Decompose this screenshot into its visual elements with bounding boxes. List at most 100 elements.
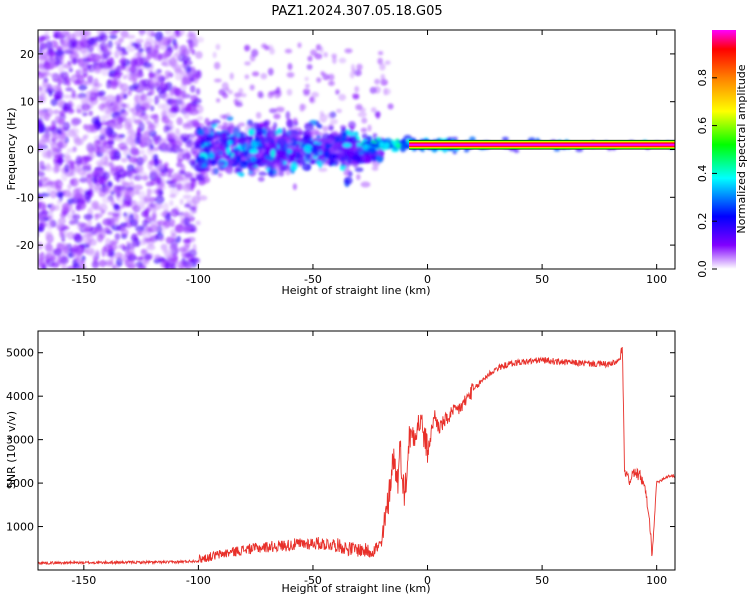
spectrogram-cell: [78, 84, 88, 91]
spectrogram-cell: [126, 34, 136, 40]
spectrogram-cell: [196, 189, 201, 197]
spectrogram-cell: [281, 127, 287, 137]
spectrogram-cell: [122, 212, 128, 218]
spectrogram-cell: [256, 148, 265, 155]
spectrogram-cell: [267, 67, 274, 76]
spectrogram-cell: [184, 171, 193, 178]
spectrogram-cell: [254, 137, 261, 143]
spectrogram-cell: [50, 142, 59, 152]
spectrogram-cell: [85, 57, 93, 63]
spectrogram-cell: [304, 166, 309, 172]
spectrogram-cell: [94, 213, 103, 219]
spectrogram-cell: [115, 93, 120, 103]
spectrogram-cell: [164, 30, 172, 36]
spectrogram-cell: [62, 230, 69, 238]
spectrogram-cell: [200, 140, 206, 146]
spectrogram-cell: [63, 94, 71, 99]
spectrogram-cell: [134, 136, 141, 145]
spectrogram-y-tick-label: 20: [20, 48, 34, 61]
spectrogram-cell: [120, 56, 127, 66]
spectrogram-cell: [222, 121, 228, 127]
spectrogram-cell: [264, 124, 270, 131]
spectrogram-cell: [379, 63, 386, 71]
spectrogram-cell: [164, 70, 171, 76]
spectrogram-cell: [87, 44, 94, 53]
spectrogram-cell: [244, 61, 251, 66]
snr-y-axis-label: SNR (10 * v/v): [5, 411, 18, 489]
spectrogram-cell: [159, 36, 169, 46]
snr-x-ticks: -150 -100 -50 0 50 100: [71, 331, 667, 587]
spectrogram-cell: [109, 165, 120, 172]
spectrogram-cell: [179, 133, 190, 140]
spectrogram-cell: [133, 184, 143, 191]
spectrogram-cell: [255, 129, 265, 135]
spectrogram-cell: [59, 71, 69, 81]
spectrogram-cell: [152, 49, 159, 58]
spectrogram-cell: [70, 177, 79, 187]
colorbar-gradient: [712, 30, 736, 269]
spectrogram-cell: [326, 112, 335, 119]
spectrogram-cell: [152, 201, 161, 211]
colorbar-tick-label: 0.8: [696, 69, 709, 87]
spectrogram-cell: [61, 203, 71, 210]
spectrogram-cell: [186, 56, 191, 61]
spectrogram-cell: [125, 72, 134, 78]
spectrogram-cell: [80, 95, 91, 105]
spectrogram-cell: [141, 209, 150, 218]
spectrogram-cell: [82, 223, 90, 232]
spectrogram-cell: [164, 261, 170, 269]
spectrogram-cell: [251, 71, 260, 77]
spectrogram-cell: [61, 131, 68, 140]
spectrogram-cell: [143, 197, 149, 203]
spectrogram-cell: [154, 95, 160, 105]
spectrogram-cell: [76, 247, 83, 257]
spectrogram-cell: [48, 91, 53, 97]
spectrogram-cell: [172, 245, 178, 256]
snr-y-tick-label: 5000: [6, 347, 34, 360]
spectrogram-cell: [49, 85, 60, 91]
spectrogram-cell: [87, 218, 92, 227]
spectrogram-cell: [100, 145, 108, 153]
spectrogram-cell: [152, 134, 162, 140]
spectrogram-cell: [100, 177, 108, 184]
spectrogram-cell: [356, 173, 361, 181]
spectrogram-cell: [175, 49, 184, 58]
spectrogram-cell: [52, 155, 62, 165]
spectrogram-cell: [79, 38, 90, 48]
spectrogram-cell: [124, 117, 133, 127]
spectrogram-cell: [184, 212, 190, 217]
spectrogram-cell: [124, 65, 133, 73]
spectrogram-cell: [50, 98, 58, 107]
spectrogram-cell: [203, 144, 212, 153]
spectrogram-cell: [98, 134, 106, 141]
spectrogram-cell: [138, 239, 146, 246]
spectrogram-cell: [269, 90, 275, 96]
spectrogram-cell: [81, 234, 87, 240]
spectrogram-cell: [208, 151, 215, 159]
spectrogram-cell: [227, 139, 233, 146]
spectrogram-cell: [68, 67, 74, 73]
spectrogram-cell: [153, 139, 160, 146]
spectrogram-cell: [248, 128, 255, 136]
spectrogram-cell: [40, 164, 45, 171]
spectrogram-cell: [323, 51, 328, 58]
spectrogram-cell: [286, 139, 294, 144]
spectrogram-cell: [343, 176, 353, 185]
spectrogram-cell: [42, 80, 49, 89]
spectrogram-cell: [185, 65, 192, 73]
spectrogram-cell: [189, 258, 198, 263]
spectrogram-cell: [292, 183, 297, 191]
spectrogram-cell: [154, 158, 159, 168]
spectrogram-cell: [157, 103, 165, 109]
spectrogram-cell: [71, 196, 79, 205]
spectrogram-cell: [276, 127, 282, 135]
spectrogram-cell: [197, 180, 207, 186]
snr-y-tick-label: 1000: [6, 521, 34, 534]
spectrogram-cell: [235, 154, 242, 164]
spectrogram-cell: [217, 162, 225, 168]
spectrogram-cell: [101, 30, 109, 35]
spectrogram-cell: [160, 88, 167, 94]
spectrogram-cell: [93, 55, 100, 63]
spectrogram-cell: [90, 124, 99, 133]
